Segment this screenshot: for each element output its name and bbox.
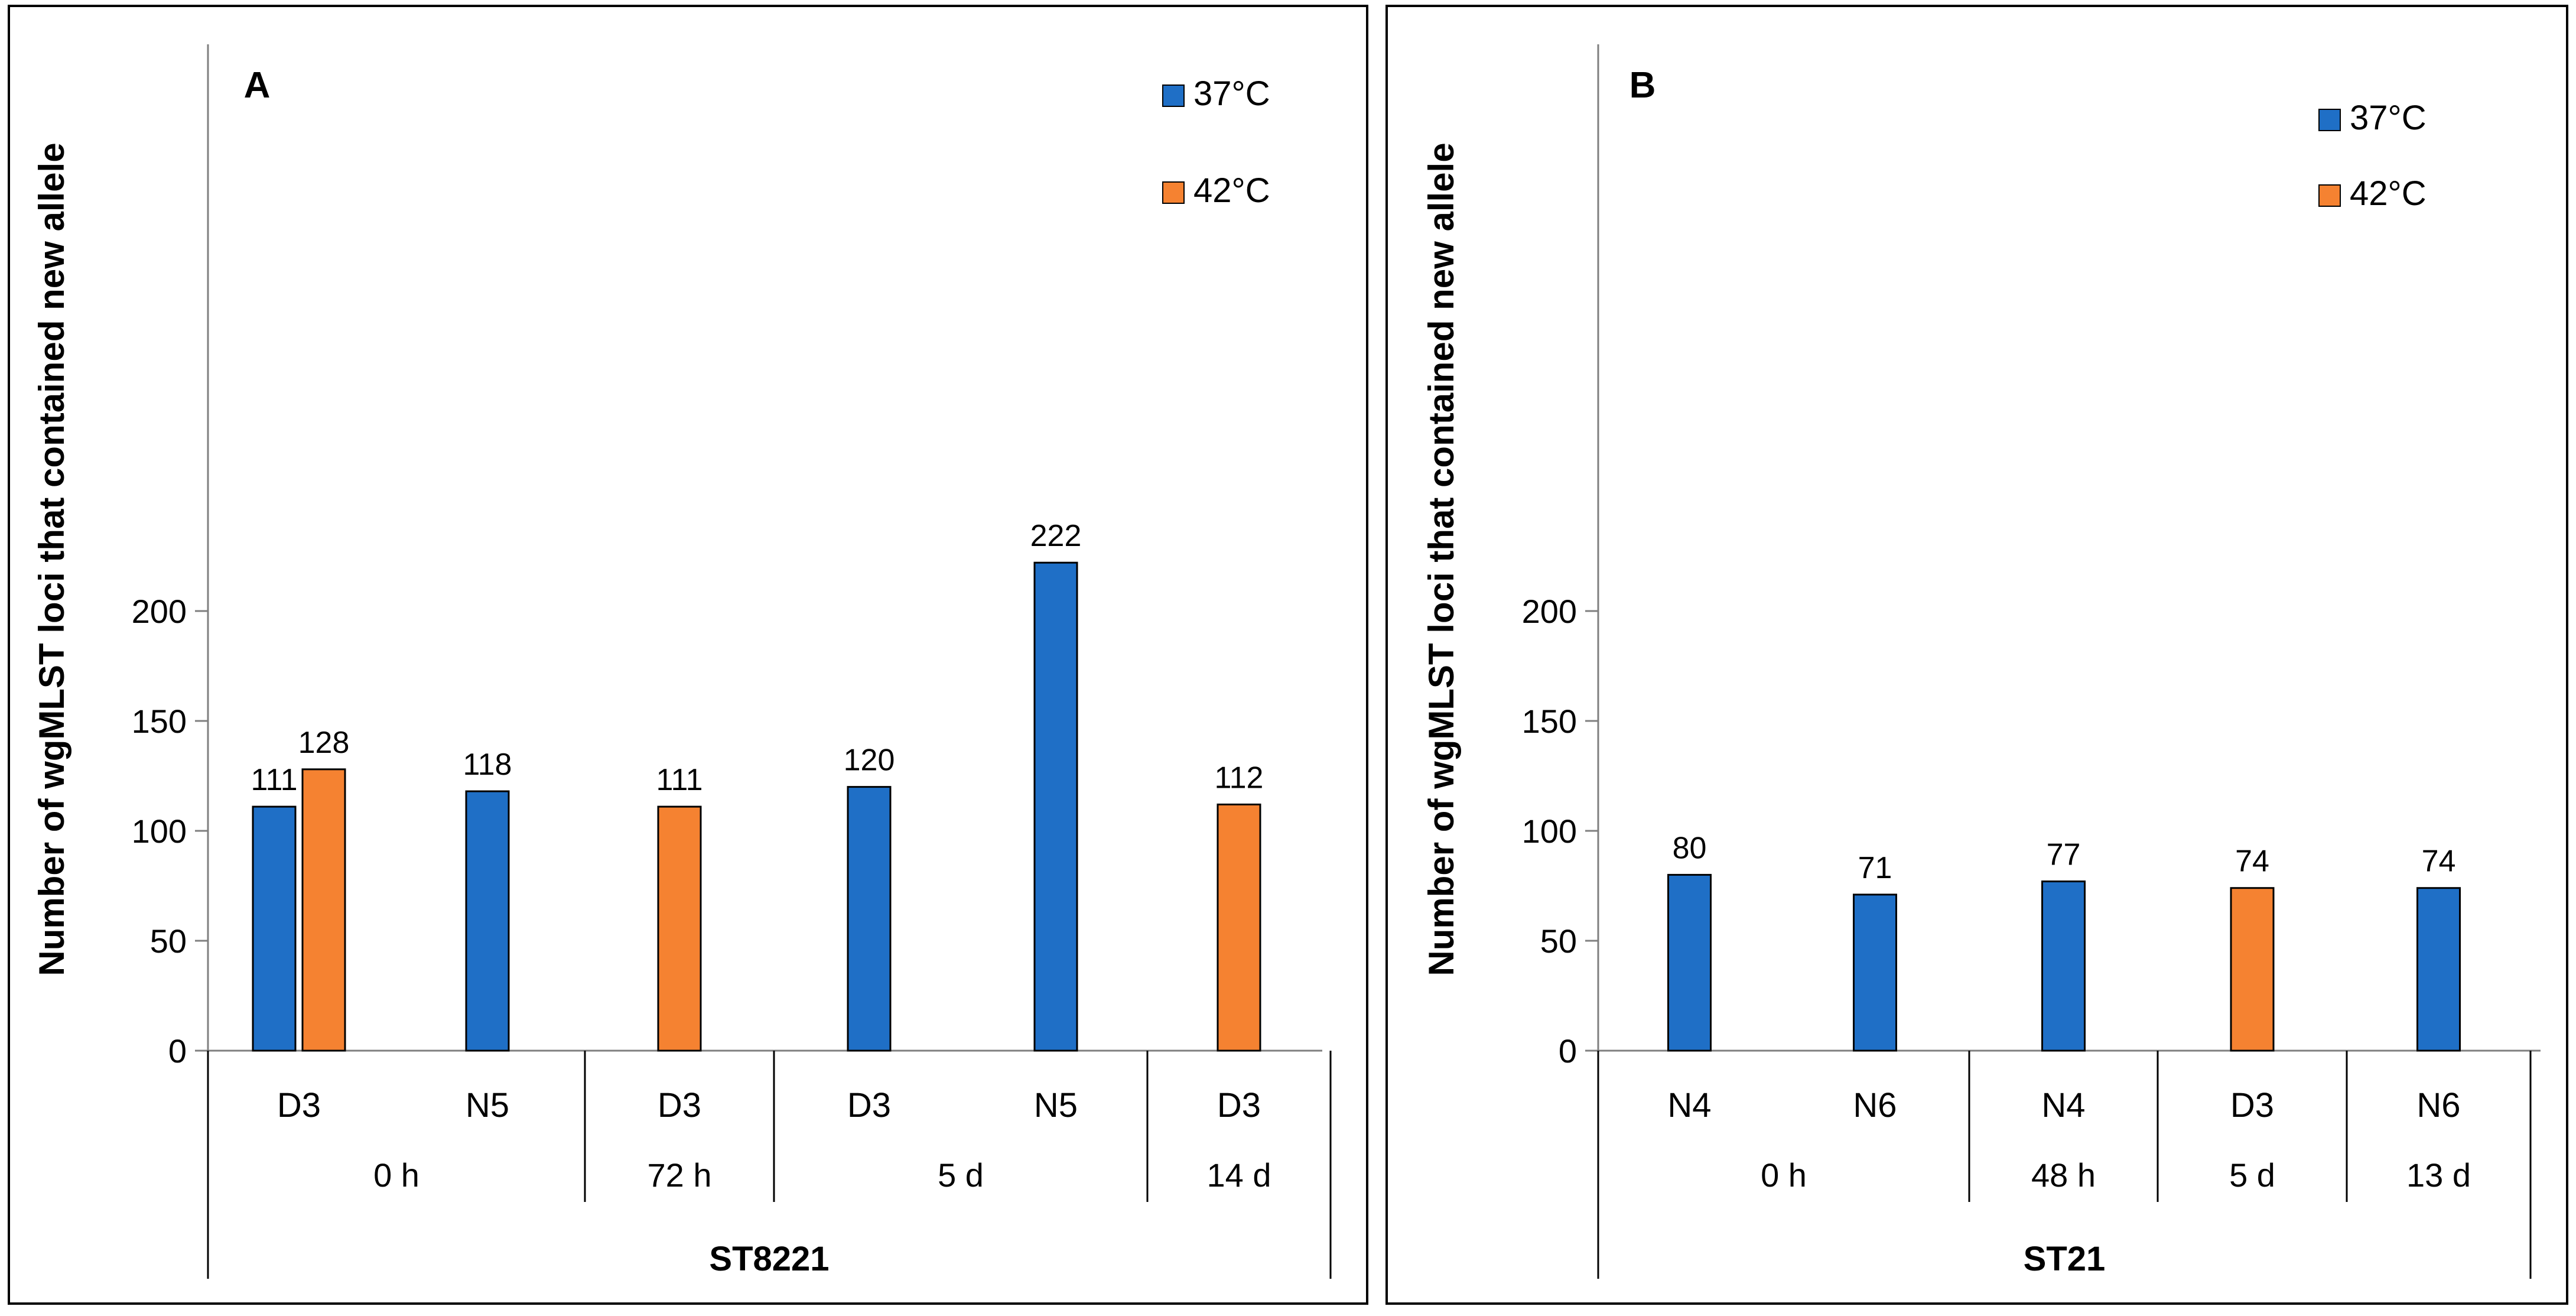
- y-tick-label: 50: [1540, 922, 1577, 960]
- legend-swatch: [1162, 85, 1185, 107]
- data-label: 111: [251, 763, 297, 797]
- category-label: D3: [658, 1086, 701, 1125]
- bar-42c: [1217, 803, 1261, 1052]
- y-tick-label: 100: [132, 813, 187, 850]
- category-label: D3: [847, 1086, 891, 1125]
- data-label: 128: [298, 726, 350, 760]
- time-label: 5 d: [938, 1156, 984, 1194]
- group-label: ST21: [2024, 1240, 2106, 1278]
- y-tick-label: 0: [168, 1032, 187, 1070]
- data-label: 71: [1858, 851, 1892, 885]
- data-label: 111: [656, 763, 702, 797]
- y-axis-title: Number of wgMLST loci that contained new…: [32, 142, 71, 976]
- legend-swatch: [1162, 181, 1185, 204]
- legend-label: 42°C: [1193, 171, 1270, 210]
- y-tick-label: 50: [150, 922, 187, 960]
- bar-42c: [657, 805, 702, 1052]
- time-label: 48 h: [2031, 1156, 2096, 1194]
- bar-37c: [252, 805, 297, 1052]
- bar-37c: [1853, 893, 1897, 1052]
- y-axis-title: Number of wgMLST loci that contained new…: [1422, 142, 1461, 976]
- legend-label: 37°C: [2350, 99, 2427, 137]
- bar-42c: [301, 768, 346, 1052]
- y-tick-label: 200: [1522, 593, 1577, 630]
- data-label: 120: [844, 743, 895, 778]
- y-tick-label: 150: [1522, 703, 1577, 740]
- panel-label: A: [244, 65, 271, 106]
- bar-37c: [2416, 887, 2461, 1052]
- bar-37c: [1033, 561, 1078, 1052]
- panel-label: B: [1629, 65, 1656, 106]
- panel-frame: [8, 5, 1368, 1305]
- category-label: N6: [1853, 1086, 1897, 1125]
- data-label: 80: [1673, 831, 1707, 865]
- data-label: 77: [2047, 838, 2081, 872]
- time-label: 14 d: [1207, 1156, 1271, 1194]
- bar-37c: [1667, 873, 1712, 1052]
- legend-label: 37°C: [1193, 74, 1270, 113]
- bar-42c: [2230, 887, 2275, 1052]
- legend-swatch: [2318, 109, 2341, 131]
- category-label: N4: [2041, 1086, 2085, 1125]
- category-label: N5: [1034, 1086, 1078, 1125]
- bar-37c: [847, 786, 892, 1052]
- category-label: D3: [277, 1086, 321, 1125]
- category-label: N6: [2416, 1086, 2460, 1125]
- category-label: D3: [1217, 1086, 1261, 1125]
- time-label: 72 h: [648, 1156, 712, 1194]
- time-label: 5 d: [2229, 1156, 2275, 1194]
- legend-label: 42°C: [2350, 174, 2427, 213]
- group-label: ST8221: [709, 1240, 829, 1278]
- category-label: D3: [2230, 1086, 2274, 1125]
- time-label: 0 h: [373, 1156, 419, 1194]
- time-label: 13 d: [2406, 1156, 2471, 1194]
- category-label: N4: [1667, 1086, 1711, 1125]
- data-label: 74: [2235, 844, 2269, 879]
- data-label: 112: [1215, 761, 1264, 795]
- y-tick-label: 200: [132, 593, 187, 630]
- data-label: 118: [463, 748, 512, 782]
- bar-37c: [2041, 880, 2086, 1052]
- data-label: 74: [2422, 844, 2456, 879]
- bar-37c: [465, 790, 510, 1052]
- time-label: 0 h: [1761, 1156, 1807, 1194]
- data-label: 222: [1030, 519, 1082, 553]
- legend-swatch: [2318, 184, 2341, 207]
- panel-frame: [1385, 5, 2568, 1305]
- y-tick-label: 0: [1559, 1032, 1577, 1070]
- y-tick-label: 100: [1522, 813, 1577, 850]
- y-tick-label: 150: [132, 703, 187, 740]
- category-label: N5: [466, 1086, 509, 1125]
